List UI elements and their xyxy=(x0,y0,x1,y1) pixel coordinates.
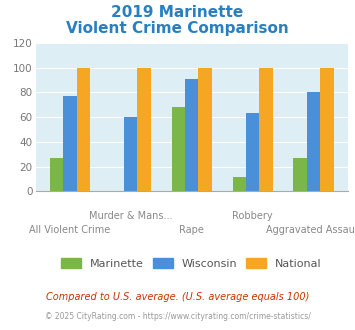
Bar xyxy=(50,158,63,191)
Bar xyxy=(233,177,246,191)
Text: 2019 Marinette: 2019 Marinette xyxy=(111,5,244,20)
Bar xyxy=(171,107,185,191)
Bar xyxy=(294,158,307,191)
Bar xyxy=(307,92,320,191)
Bar xyxy=(77,68,90,191)
Text: Robbery: Robbery xyxy=(232,211,273,221)
Text: Compared to U.S. average. (U.S. average equals 100): Compared to U.S. average. (U.S. average … xyxy=(46,292,309,302)
Bar xyxy=(320,68,334,191)
Bar xyxy=(185,79,198,191)
Text: © 2025 CityRating.com - https://www.cityrating.com/crime-statistics/: © 2025 CityRating.com - https://www.city… xyxy=(45,312,310,321)
Text: Aggravated Assault: Aggravated Assault xyxy=(266,225,355,235)
Bar xyxy=(246,114,260,191)
Text: Murder & Mans...: Murder & Mans... xyxy=(89,211,173,221)
Bar xyxy=(260,68,273,191)
Text: All Violent Crime: All Violent Crime xyxy=(29,225,110,235)
Bar xyxy=(198,68,212,191)
Text: Rape: Rape xyxy=(179,225,204,235)
Legend: Marinette, Wisconsin, National: Marinette, Wisconsin, National xyxy=(57,253,327,273)
Text: Violent Crime Comparison: Violent Crime Comparison xyxy=(66,21,289,36)
Bar xyxy=(137,68,151,191)
Bar xyxy=(124,117,137,191)
Bar xyxy=(63,96,77,191)
